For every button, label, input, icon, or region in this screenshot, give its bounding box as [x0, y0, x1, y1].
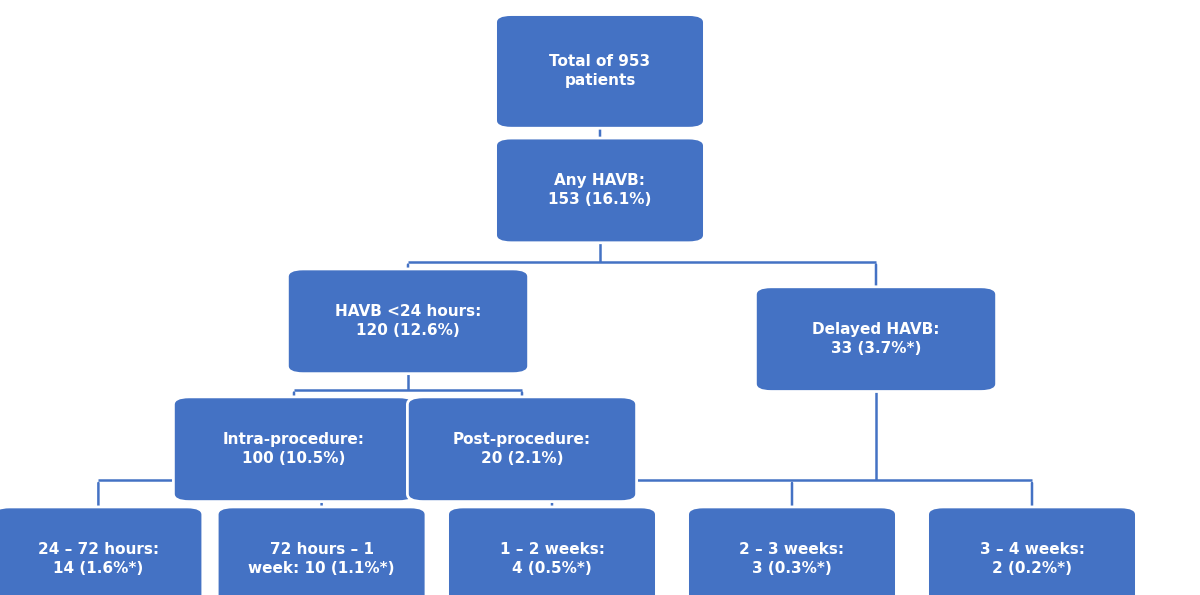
- FancyBboxPatch shape: [173, 397, 415, 502]
- FancyBboxPatch shape: [928, 507, 1136, 595]
- FancyBboxPatch shape: [288, 269, 529, 374]
- Text: 2 – 3 weeks:
3 (0.3%*): 2 – 3 weeks: 3 (0.3%*): [739, 542, 845, 577]
- Text: 1 – 2 weeks:
4 (0.5%*): 1 – 2 weeks: 4 (0.5%*): [499, 542, 605, 577]
- Text: Any HAVB:
153 (16.1%): Any HAVB: 153 (16.1%): [548, 173, 652, 208]
- FancyBboxPatch shape: [496, 138, 704, 243]
- Text: Intra-procedure:
100 (10.5%): Intra-procedure: 100 (10.5%): [223, 432, 365, 466]
- Text: HAVB <24 hours:
120 (12.6%): HAVB <24 hours: 120 (12.6%): [335, 304, 481, 339]
- FancyBboxPatch shape: [0, 507, 203, 595]
- Text: Post-procedure:
20 (2.1%): Post-procedure: 20 (2.1%): [452, 432, 592, 466]
- FancyBboxPatch shape: [408, 397, 636, 502]
- FancyBboxPatch shape: [756, 287, 996, 392]
- FancyBboxPatch shape: [448, 507, 656, 595]
- Text: 3 – 4 weeks:
2 (0.2%*): 3 – 4 weeks: 2 (0.2%*): [979, 542, 1085, 577]
- Text: Delayed HAVB:
33 (3.7%*): Delayed HAVB: 33 (3.7%*): [812, 322, 940, 356]
- Text: 24 – 72 hours:
14 (1.6%*): 24 – 72 hours: 14 (1.6%*): [38, 542, 158, 577]
- Text: Total of 953
patients: Total of 953 patients: [550, 54, 650, 89]
- FancyBboxPatch shape: [688, 507, 896, 595]
- FancyBboxPatch shape: [496, 14, 704, 129]
- Text: 72 hours – 1
week: 10 (1.1%*): 72 hours – 1 week: 10 (1.1%*): [248, 542, 395, 577]
- FancyBboxPatch shape: [217, 507, 426, 595]
